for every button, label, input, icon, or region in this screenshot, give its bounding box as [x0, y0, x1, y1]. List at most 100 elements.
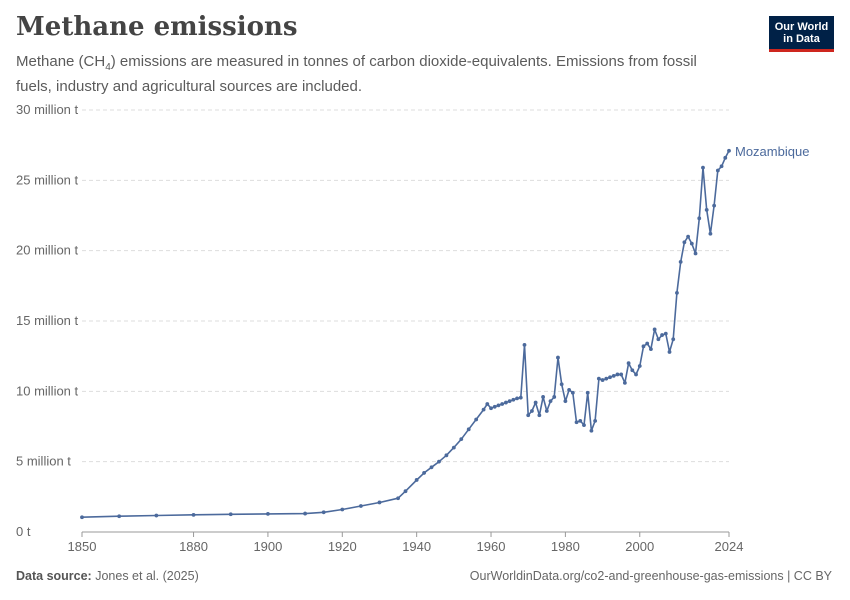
- data-point: [474, 417, 479, 422]
- chart-subtitle: Methane (CH4) emissions are measured in …: [16, 52, 736, 96]
- logo-line-2: in Data: [783, 33, 820, 45]
- y-tick-label: 10 million t: [16, 383, 79, 398]
- data-point: [507, 399, 512, 404]
- x-tick-label: 1920: [328, 539, 357, 554]
- subtitle-subscript: 4: [105, 62, 111, 73]
- data-point: [626, 361, 631, 366]
- data-point: [437, 459, 441, 464]
- data-point: [649, 347, 653, 352]
- data-point: [191, 512, 196, 517]
- y-tick-label: 30 million t: [16, 102, 79, 117]
- data-point: [567, 388, 572, 392]
- data-point: [515, 396, 519, 401]
- data-point: [634, 372, 638, 377]
- data-point: [708, 231, 713, 236]
- data-point: [511, 397, 516, 402]
- data-point: [693, 251, 698, 256]
- data-point: [422, 471, 426, 475]
- data-point: [500, 402, 505, 406]
- data-point: [637, 364, 642, 368]
- y-tick-label: 0 t: [16, 524, 31, 539]
- data-point: [574, 420, 579, 425]
- data-point: [429, 465, 434, 470]
- subtitle-part-1: Methane (CH: [16, 53, 106, 70]
- data-point: [608, 375, 612, 380]
- data-point: [526, 413, 531, 418]
- data-point: [548, 399, 553, 404]
- data-point: [611, 373, 616, 378]
- x-tick-label: 1880: [179, 539, 208, 554]
- data-point: [530, 409, 534, 413]
- data-point: [652, 327, 657, 332]
- data-point: [492, 404, 497, 409]
- data-point: [466, 427, 471, 432]
- data-point: [656, 337, 661, 342]
- data-point: [541, 395, 545, 399]
- data-point: [303, 511, 308, 516]
- data-point: [563, 399, 568, 404]
- data-point: [570, 390, 575, 395]
- data-point: [682, 240, 687, 245]
- x-tick-label: 2000: [625, 539, 654, 554]
- x-tick-label: 2024: [715, 539, 744, 554]
- data-point: [701, 165, 705, 170]
- data-point: [619, 372, 624, 377]
- logo-line-1: Our World: [774, 21, 829, 33]
- data-point: [704, 207, 709, 212]
- data-point: [117, 514, 122, 519]
- data-point: [630, 368, 635, 373]
- data-point: [80, 515, 84, 520]
- series-line-mozambique: [81, 150, 730, 518]
- data-point: [396, 496, 400, 501]
- data-point: [671, 337, 676, 342]
- data-source-text[interactable]: Jones et al. (2025): [95, 569, 199, 583]
- data-point: [686, 234, 690, 239]
- x-tick-label: 1960: [477, 539, 506, 554]
- data-point: [358, 504, 363, 508]
- x-tick-label: 1940: [402, 539, 431, 554]
- data-point: [321, 510, 326, 515]
- data-point: [503, 400, 508, 405]
- data-point: [489, 406, 493, 411]
- data-point: [715, 168, 720, 173]
- x-tick-label: 1900: [253, 539, 282, 554]
- gridlines: [82, 109, 729, 463]
- series-label: Mozambique: [735, 144, 809, 159]
- data-point: [444, 453, 449, 458]
- chart-title: Methane emissions: [16, 12, 298, 42]
- data-point: [678, 260, 683, 264]
- x-axis: 1850 1880 1900 1920 1940 1960 1980 2000 2024: [68, 531, 744, 554]
- data-point: [600, 378, 605, 382]
- data-point: [604, 376, 609, 381]
- data-point: [154, 513, 159, 518]
- data-point: [556, 355, 560, 360]
- data-point: [689, 241, 694, 246]
- data-point: [518, 395, 523, 400]
- data-point: [578, 418, 583, 423]
- data-source: Data source: Jones et al. (2025): [16, 569, 199, 583]
- data-point: [533, 400, 538, 405]
- x-tick-label: 1980: [551, 539, 580, 554]
- data-point: [667, 350, 672, 354]
- data-point: [451, 445, 456, 450]
- data-point: [723, 155, 728, 160]
- data-point: [712, 203, 717, 208]
- data-point: [414, 478, 419, 482]
- subtitle-part-2: ) emissions are measured in tonnes of ca…: [16, 53, 697, 95]
- data-point: [559, 382, 564, 387]
- data-point: [645, 341, 650, 346]
- data-point: [544, 409, 549, 413]
- source-url[interactable]: OurWorldinData.org/co2-and-greenhouse-ga…: [469, 569, 832, 583]
- data-source-label: Data source:: [16, 569, 92, 583]
- y-tick-label: 25 million t: [16, 172, 79, 187]
- data-point: [660, 333, 664, 337]
- data-point: [593, 418, 598, 423]
- data-point: [582, 423, 586, 427]
- y-tick-label: 20 million t: [16, 243, 79, 258]
- data-point: [615, 372, 620, 377]
- y-axis: 0 t 5 million t 10 million t 15 million t 20…: [16, 102, 79, 539]
- data-point: [697, 216, 702, 221]
- data-point: [228, 512, 233, 517]
- owid-logo[interactable]: Our World in Data: [769, 16, 834, 52]
